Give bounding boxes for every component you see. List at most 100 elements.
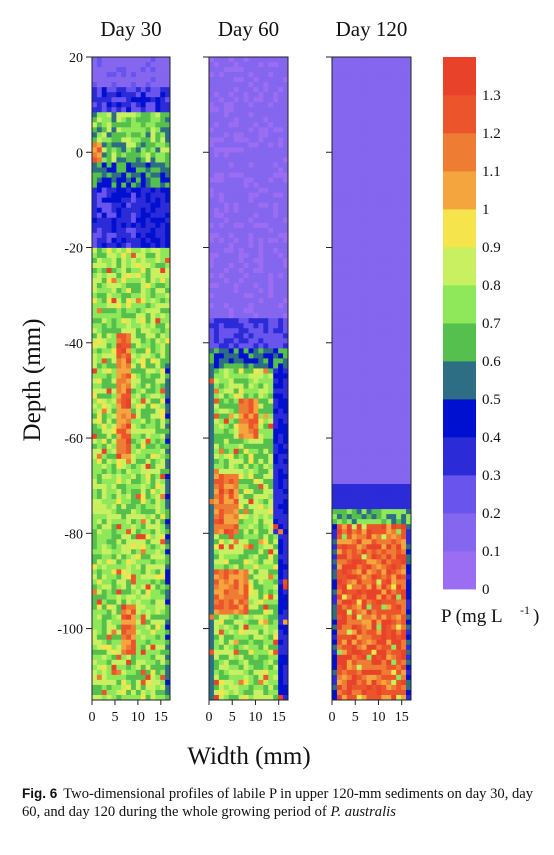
heatmap-cell: [238, 408, 244, 414]
heatmap-cell: [223, 207, 230, 214]
heatmap-cell: [96, 584, 103, 590]
heatmap-cell: [233, 207, 239, 214]
heatmap-cell: [361, 162, 367, 168]
heatmap-cell: [263, 142, 269, 148]
heatmap-cell: [92, 398, 98, 404]
heatmap-cell: [213, 142, 220, 148]
heatmap-cell: [228, 97, 234, 103]
heatmap-cell: [101, 247, 107, 254]
heatmap-cell: [248, 137, 254, 143]
heatmap-cell: [209, 262, 215, 269]
heatmap-cell: [268, 418, 274, 425]
heatmap-cell: [283, 82, 289, 88]
heatmap-cell: [155, 313, 161, 319]
heatmap-cell: [116, 57, 122, 63]
heatmap-cell: [253, 217, 259, 224]
heatmap-cell: [233, 222, 239, 229]
heatmap-cell: [273, 559, 279, 565]
heatmap-cell: [376, 167, 382, 173]
heatmap-cell: [213, 463, 220, 470]
heatmap-cell: [228, 388, 234, 394]
heatmap-cell: [101, 102, 107, 108]
heatmap-cell: [135, 383, 142, 389]
heatmap-cell: [121, 473, 127, 480]
heatmap-cell: [228, 438, 234, 445]
heatmap-cell: [253, 478, 259, 485]
heatmap-cell: [341, 192, 348, 198]
heatmap-cell: [126, 127, 132, 133]
heatmap-cell: [283, 77, 289, 83]
heatmap-cell: [341, 252, 348, 259]
heatmap-cell: [248, 333, 254, 339]
heatmap-cell: [92, 453, 98, 460]
heatmap-cell: [386, 107, 392, 113]
heatmap-cell: [391, 202, 397, 208]
heatmap-cell: [371, 192, 377, 198]
heatmap-cell: [160, 107, 166, 113]
heatmap-cell: [283, 684, 289, 691]
heatmap-cell: [223, 117, 230, 123]
heatmap-cell: [213, 82, 220, 88]
heatmap-cell: [145, 247, 151, 254]
heatmap-cell: [145, 584, 151, 590]
heatmap-cell: [131, 127, 137, 133]
heatmap-cell: [126, 504, 132, 510]
heatmap-cell: [283, 694, 289, 701]
heatmap-cell: [228, 599, 234, 605]
heatmap-cell: [126, 684, 132, 691]
heatmap-cell: [135, 303, 142, 309]
heatmap-cell: [213, 252, 220, 259]
heatmap-cell: [101, 197, 107, 203]
heatmap-cell: [165, 619, 171, 625]
heatmap-cell: [140, 92, 146, 98]
heatmap-cell: [165, 182, 171, 188]
heatmap-cell: [131, 207, 137, 214]
heatmap-cell: [248, 142, 254, 148]
heatmap-cell: [406, 278, 412, 284]
heatmap-cell: [248, 112, 254, 118]
heatmap-cell: [116, 634, 122, 641]
heatmap-cell: [116, 559, 122, 565]
heatmap-cell: [346, 262, 353, 269]
heatmap-cell: [218, 584, 225, 590]
heatmap-cell: [332, 117, 338, 123]
heatmap-cell: [135, 559, 142, 565]
heatmap-cell: [121, 448, 127, 455]
heatmap-cell: [283, 659, 289, 666]
heatmap-cell: [218, 177, 225, 183]
heatmap-cell: [401, 247, 407, 254]
heatmap-cell: [283, 649, 289, 656]
heatmap-cell: [106, 418, 112, 425]
heatmap-cell: [356, 67, 362, 73]
heatmap-cell: [213, 132, 220, 138]
heatmap-cell: [248, 67, 254, 73]
heatmap-cell: [106, 192, 112, 198]
heatmap-cell: [253, 554, 259, 560]
heatmap-cell: [228, 514, 234, 520]
heatmap-cell: [268, 328, 274, 334]
heatmap-cell: [258, 453, 264, 460]
heatmap-cell: [401, 232, 407, 239]
heatmap-cell: [92, 252, 98, 259]
heatmap-cell: [278, 483, 284, 490]
heatmap-cell: [160, 458, 166, 465]
heatmap-cell: [121, 654, 127, 661]
heatmap-cell: [92, 77, 98, 83]
heatmap-cell: [96, 619, 103, 625]
heatmap-cell: [361, 242, 367, 249]
heatmap-cell: [92, 393, 98, 399]
heatmap-cell: [111, 273, 117, 279]
heatmap-cell: [283, 237, 289, 244]
heatmap-cell: [111, 408, 117, 414]
heatmap-cell: [361, 298, 367, 304]
heatmap-cell: [111, 529, 117, 535]
heatmap-cell: [150, 664, 156, 671]
heatmap-cell: [233, 137, 239, 143]
heatmap-cell: [150, 288, 156, 294]
heatmap-cell: [263, 262, 269, 269]
heatmap-cell: [126, 308, 132, 314]
heatmap-cell: [209, 338, 215, 344]
heatmap-cell: [263, 232, 269, 239]
heatmap-cell: [268, 97, 274, 103]
heatmap-cell: [233, 629, 239, 635]
